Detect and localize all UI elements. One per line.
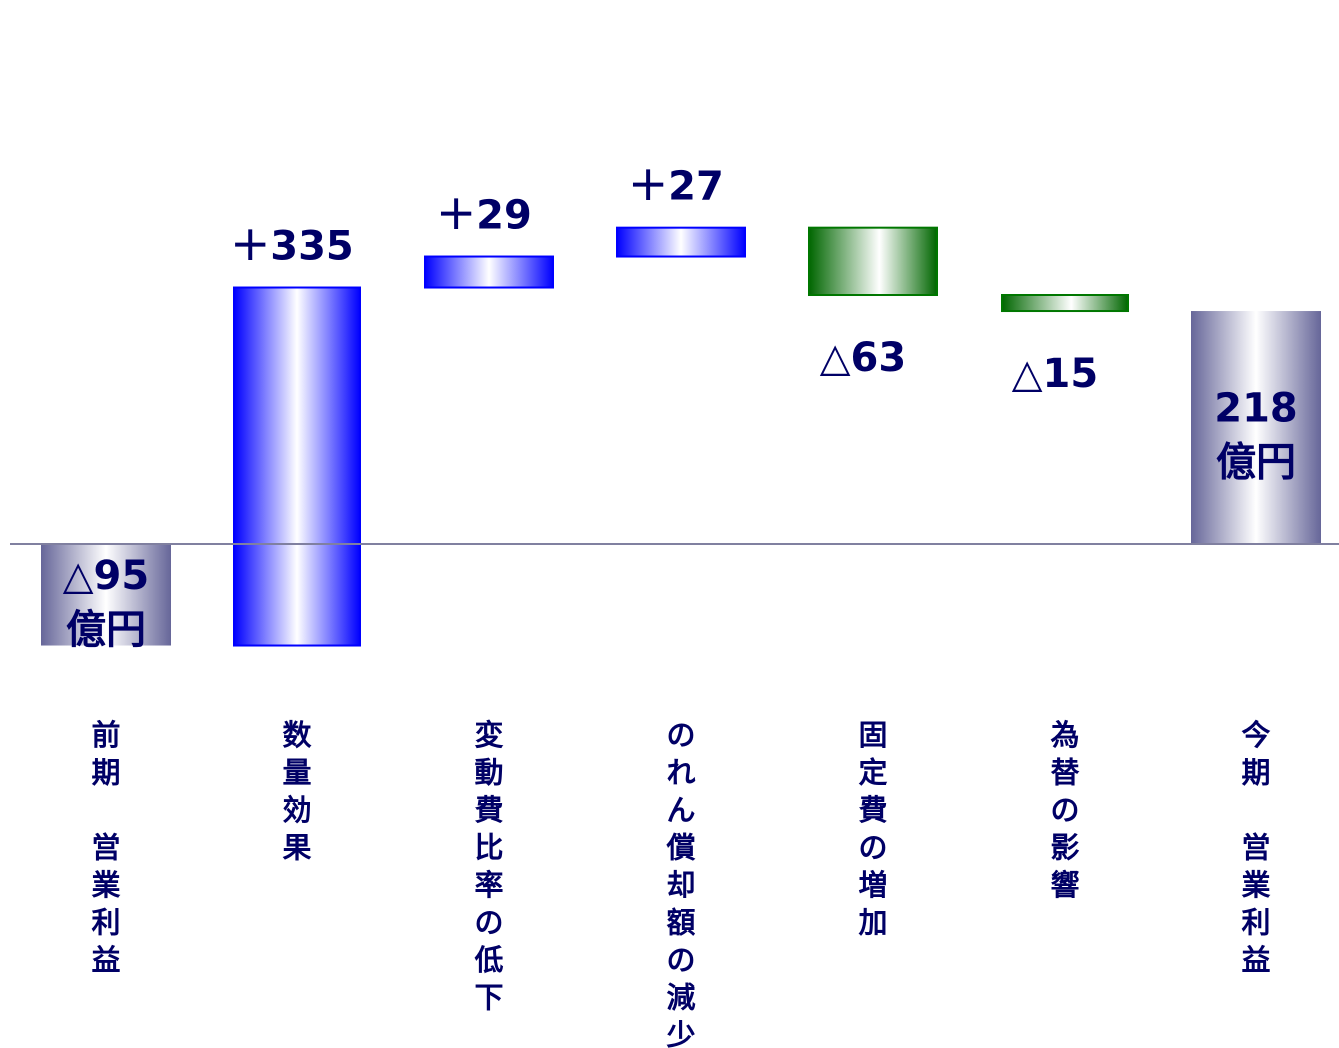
bar-6 bbox=[1001, 294, 1129, 313]
category-label-6: 為替の影響 bbox=[1050, 718, 1079, 902]
category-label-1: 前期 営業利益 bbox=[91, 718, 120, 977]
value-label-5: △63 bbox=[820, 335, 906, 381]
category-label-3: 変動費比率の低下 bbox=[473, 718, 503, 1015]
bar-7 bbox=[1191, 311, 1321, 544]
bar-3 bbox=[424, 255, 554, 289]
category-label-4: のれん償却額の減少 bbox=[665, 718, 695, 1048]
value-label-4: ＋27 bbox=[628, 164, 724, 210]
bar-1 bbox=[41, 544, 171, 646]
category-label-2: 数量効果 bbox=[282, 718, 312, 865]
value-label-2: ＋335 bbox=[230, 224, 354, 270]
value-label-3: ＋29 bbox=[436, 193, 532, 239]
unit-label-7: 億円 bbox=[1216, 440, 1296, 486]
value-label-1: △95 bbox=[63, 553, 149, 599]
value-label-6: △15 bbox=[1012, 351, 1098, 397]
bar-2 bbox=[233, 286, 361, 647]
unit-label-1: 億円 bbox=[66, 607, 146, 653]
value-label-7: 218 bbox=[1214, 386, 1298, 432]
bar-5 bbox=[808, 226, 938, 297]
bar-4 bbox=[616, 226, 746, 258]
category-label-7: 今期 営業利益 bbox=[1241, 718, 1270, 977]
category-label-5: 固定費の増加 bbox=[858, 718, 887, 940]
